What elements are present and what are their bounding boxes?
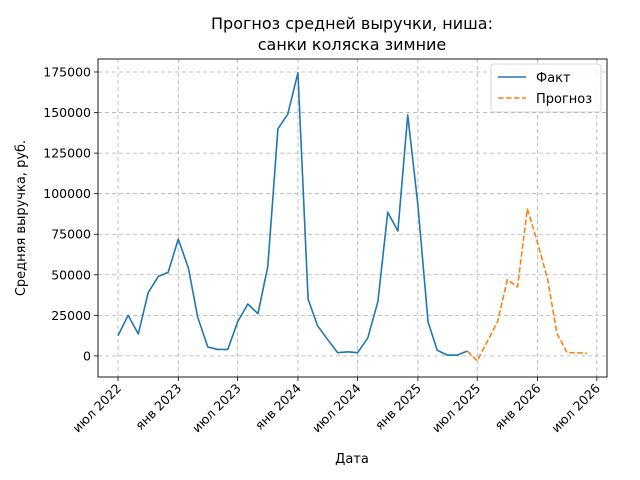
y-tick-label: 50000 (51, 267, 91, 282)
y-tick-label: 25000 (51, 308, 91, 323)
y-axis-label: Средняя выручка, руб. (14, 140, 29, 296)
legend-label-fact: Факт (536, 71, 571, 86)
chart-title: Прогноз средней выручки, ниша: (211, 14, 493, 33)
plot-frame (97, 58, 608, 378)
y-tick-label: 125000 (43, 146, 91, 161)
series-layer (117, 71, 588, 362)
legend: Факт Прогноз (490, 63, 602, 113)
series-line-forecast (466, 208, 588, 362)
y-tick-label: 100000 (43, 186, 91, 201)
x-axis-label: Дата (335, 452, 369, 467)
legend-label-forecast: Прогноз (536, 92, 592, 107)
y-tick-label: 0 (83, 348, 91, 363)
y-tick-label: 75000 (51, 227, 91, 242)
legend-box (490, 63, 602, 113)
y-tick-label: 150000 (43, 105, 91, 120)
chart-subtitle: санки коляска зимние (258, 35, 447, 54)
series-line-fact (117, 71, 468, 356)
y-tick-label: 175000 (43, 64, 91, 79)
